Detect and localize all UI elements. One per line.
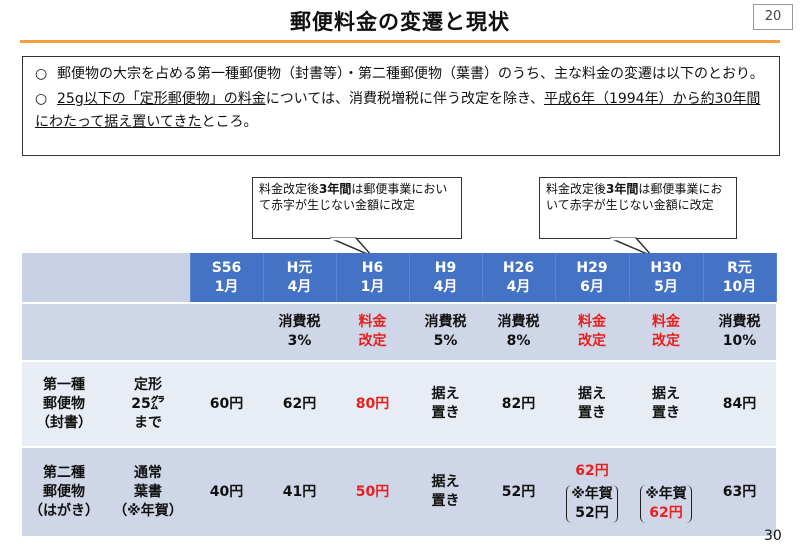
column-header: H26 4月 xyxy=(482,253,556,304)
rate-cell: 84円 xyxy=(703,361,776,448)
page-title: 郵便料金の変遷と現状 xyxy=(290,10,510,34)
row-sublabel: 通常 葉書 （※年賀） xyxy=(106,447,190,538)
rate-cell: 据え 置き xyxy=(409,361,482,448)
row-label: 第一種 郵便物 （封書） xyxy=(22,361,106,448)
event-cell: 料金 改定 xyxy=(336,303,409,362)
column-header: H元 4月 xyxy=(263,253,337,304)
second-class-row: 第二種 郵便物 （はがき） 通常 葉書 （※年賀） 40円 41円 50円 据え 置き 5… xyxy=(22,447,776,538)
event-cell: 料金 改定 xyxy=(555,303,629,362)
first-class-row: 第一種 郵便物 （封書） 定形 25㌘ まで 60円 62円 80円 据え 置き 82円 … xyxy=(22,361,776,448)
header-row: S56 1月 H元 4月 H6 1月 H9 4月 H26 4月 H29 6月 H30 5月 R… xyxy=(22,253,777,304)
bullet-icon: ○ xyxy=(35,66,48,82)
callout-h30-pointer xyxy=(609,237,653,257)
column-header: H29 6月 xyxy=(555,253,630,304)
rate-cell: 据え 置き xyxy=(555,361,629,448)
intro-paragraph-1: ○ 郵便物の大宗を占める第一種郵便物（封書等）・第二種郵便物（葉書）のうち、主な料… xyxy=(35,63,767,86)
rate-cell: 62円 xyxy=(263,361,336,448)
slide-number: 20 xyxy=(753,4,793,30)
row-label: 第二種 郵便物 （はがき） xyxy=(22,447,106,538)
event-cell xyxy=(190,303,263,362)
bullet-icon: ○ xyxy=(35,91,48,107)
column-header: H9 4月 xyxy=(409,253,483,304)
event-cell: 消費税 8% xyxy=(482,303,555,362)
event-cell: 消費税 10% xyxy=(703,303,776,362)
new-year-note: ※年賀 52円 xyxy=(566,484,618,523)
rate-cell: 60円 xyxy=(190,361,263,448)
callout-h6-pointer xyxy=(329,237,373,257)
rate-cell: 40円 xyxy=(190,447,263,538)
intro-box: ○ 郵便物の大宗を占める第一種郵便物（封書等）・第二種郵便物（葉書）のうち、主な料… xyxy=(22,56,780,156)
callout-h6: 料金改定後3年間は郵便事業において赤字が生じない金額に改定 xyxy=(252,177,462,239)
rate-cell: 82円 xyxy=(482,361,555,448)
row-sublabel: 定形 25㌘ まで xyxy=(106,361,190,448)
event-cell: 料金 改定 xyxy=(629,303,703,362)
event-row: 消費税 3% 料金 改定 消費税 5% 消費税 8% 料金 改定 料金 改定 消費税 10% xyxy=(22,303,776,362)
rate-cell: 80円 xyxy=(336,361,409,448)
rate-cell: 50円 xyxy=(336,447,409,538)
column-header: R元 10月 xyxy=(703,253,777,304)
rate-cell: 62円 ※年賀 52円 xyxy=(555,447,629,538)
rate-cell: ※年賀 62円 xyxy=(629,447,703,538)
new-year-note: ※年賀 62円 xyxy=(640,484,692,523)
title-underline xyxy=(20,40,780,43)
callout-h30: 料金改定後3年間は郵便事業において赤字が生じない金額に改定 xyxy=(539,177,737,239)
event-cell: 消費税 3% xyxy=(263,303,336,362)
event-cell: 消費税 5% xyxy=(409,303,482,362)
rate-cell: 52円 xyxy=(482,447,555,538)
column-header: H30 5月 xyxy=(629,253,704,304)
postage-rate-table: S56 1月 H元 4月 H6 1月 H9 4月 H26 4月 H29 6月 H30 5月 R… xyxy=(22,253,777,538)
page-number: 30 xyxy=(764,528,782,544)
column-header: H6 1月 xyxy=(336,253,410,304)
intro-paragraph-2: ○ 25g以下の「定形郵便物」の料金については、消費税増税に伴う改定を除き、平成6… xyxy=(35,88,767,134)
column-header: S56 1月 xyxy=(190,253,264,304)
rate-cell: 63円 xyxy=(703,447,776,538)
rate-cell: 据え 置き xyxy=(409,447,482,538)
rate-cell: 41円 xyxy=(263,447,336,538)
rate-cell: 据え 置き xyxy=(629,361,703,448)
